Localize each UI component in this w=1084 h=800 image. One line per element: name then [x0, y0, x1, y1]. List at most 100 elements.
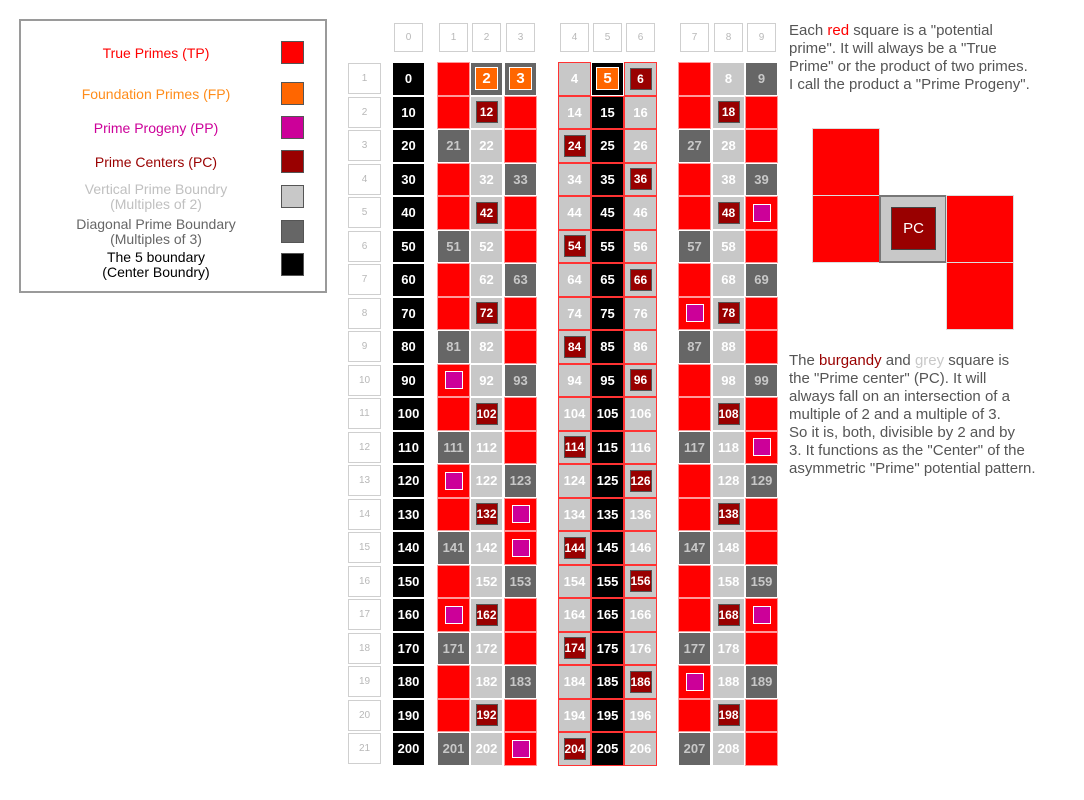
- cell-number: 16: [633, 104, 648, 120]
- grid-cell-diagonal-boundary: 39: [745, 162, 778, 196]
- grid-cell-vertical-boundary: 76: [624, 296, 657, 330]
- grid-cell-center-boundary: 150: [392, 564, 425, 598]
- grid-cell-vertical-boundary: 178: [712, 631, 745, 665]
- grid-cell-vertical-boundary: 208: [712, 732, 745, 766]
- grid-cell-center-boundary: 85: [591, 330, 624, 364]
- cell-number: 80: [401, 339, 416, 355]
- row-header: 15: [348, 532, 381, 563]
- grid-cell-vertical-boundary: 148: [712, 531, 745, 565]
- grid-cell-vertical-boundary: 16: [624, 95, 657, 129]
- grid-cell-vertical-boundary: 156: [624, 564, 657, 598]
- grid-cell-vertical-boundary: 74: [558, 296, 591, 330]
- cell-number: 180: [397, 674, 420, 690]
- grid-cell-vertical-boundary: 88: [712, 330, 745, 364]
- cell-number: 142: [475, 540, 498, 556]
- cell-number: 81: [446, 339, 461, 355]
- cell-number: 202: [475, 741, 498, 757]
- cell-number: 65: [600, 272, 615, 288]
- row-header: 19: [348, 666, 381, 697]
- grid-cell-vertical-boundary: 124: [558, 464, 591, 498]
- cell-number: 118: [718, 439, 739, 455]
- cell-number: 194: [563, 707, 586, 723]
- cell-number: 105: [596, 406, 619, 422]
- row-header: 3: [348, 130, 381, 161]
- grid-cell-true-prime: [504, 95, 537, 129]
- grid-cell-diagonal-boundary: 183: [504, 665, 537, 699]
- row-header: 5: [348, 197, 381, 228]
- red-text-pre: Each: [789, 22, 828, 39]
- grid-cell-vertical-boundary: 46: [624, 196, 657, 230]
- grid-cell-center-boundary: 190: [392, 698, 425, 732]
- cell-number: 111: [443, 439, 464, 455]
- grid-cell-diagonal-boundary: 117: [678, 430, 711, 464]
- cell-number: 195: [596, 707, 619, 723]
- grid-cell-vertical-boundary: 132: [470, 497, 503, 531]
- grid-cell-center-boundary: 50: [392, 229, 425, 263]
- grid-cell-true-prime: [745, 631, 778, 665]
- prime-center-explanation: The burgandy and grey square is the "Pri…: [789, 352, 1081, 478]
- grid-cell-diagonal-boundary: 99: [745, 363, 778, 397]
- prime-center-marker: 24: [563, 134, 586, 157]
- grid-cell-vertical-boundary: 152: [470, 564, 503, 598]
- grid-cell-center-boundary: 200: [392, 732, 425, 766]
- grid-cell-vertical-boundary: 134: [558, 497, 591, 531]
- pc-text-grey: grey: [914, 352, 945, 369]
- legend-label-db: Diagonal Prime Boundary (Multiples of 3): [76, 216, 236, 247]
- grid-cell-foundation-prime: 2: [470, 62, 503, 96]
- grid-cell-true-prime: [678, 162, 711, 196]
- grid-cell-true-prime: [504, 698, 537, 732]
- grid-cell-diagonal-boundary: 207: [678, 732, 711, 766]
- legend-label-fp: Foundation Primes (FP): [81, 85, 231, 102]
- prime-progeny-marker: [444, 371, 463, 390]
- grid-cell-diagonal-boundary: 201: [437, 732, 470, 766]
- grid-cell-center-boundary: 35: [591, 162, 624, 196]
- grid-cell-vertical-boundary: 62: [470, 263, 503, 297]
- pc-text-post: square is the "Prime center" (PC). It wi…: [789, 352, 1036, 477]
- legend-panel: True Primes (TP) Foundation Primes (FP) Pr…: [19, 19, 327, 293]
- prime-center-marker: 204: [563, 737, 586, 760]
- cell-number: 164: [563, 607, 586, 623]
- prime-center-marker: 12: [475, 101, 498, 124]
- row-header: 13: [348, 465, 381, 496]
- prime-center-marker: 114: [563, 436, 586, 459]
- grid-cell-center-boundary: 0: [392, 62, 425, 96]
- grid-cell-vertical-boundary: 182: [470, 665, 503, 699]
- grid-cell-vertical-boundary: 44: [558, 196, 591, 230]
- row-header: 8: [348, 297, 381, 329]
- grid-cell-prime-progeny: [437, 598, 470, 632]
- cell-number: 45: [600, 205, 615, 221]
- legend-item-cb: The 5 boundary (Center Boundry): [21, 249, 327, 281]
- grid-cell-vertical-boundary: 78: [712, 296, 745, 330]
- cell-number: 159: [750, 573, 773, 589]
- prime-progeny-marker: [511, 538, 530, 557]
- grid-cell-vertical-boundary: 82: [470, 330, 503, 364]
- grid-cell-vertical-boundary: 48: [712, 196, 745, 230]
- row-header: 11: [348, 398, 381, 429]
- prime-center-marker: 108: [717, 402, 740, 425]
- cell-number: 62: [479, 272, 494, 288]
- grid-cell-center-boundary: 110: [392, 430, 425, 464]
- grid-cell-true-prime: [745, 129, 778, 163]
- foundation-prime-marker: 5: [596, 67, 619, 91]
- grid-cell-diagonal-boundary: 69: [745, 263, 778, 297]
- grid-cell-true-prime: [678, 62, 711, 96]
- row-header: 21: [348, 733, 381, 764]
- cell-number: 68: [721, 272, 736, 288]
- cell-number: 200: [397, 741, 420, 757]
- grid-cell-true-prime: [678, 564, 711, 598]
- grid-cell-vertical-boundary: 138: [712, 497, 745, 531]
- foundation-prime-marker: 2: [475, 67, 498, 91]
- cell-number: 9: [757, 71, 766, 87]
- grid-cell-true-prime: [745, 330, 778, 364]
- grid-cell-prime-progeny: [745, 598, 778, 632]
- cell-number: 93: [513, 372, 528, 388]
- grid-cell-vertical-boundary: 164: [558, 598, 591, 632]
- legend-item-fp: Foundation Primes (FP): [21, 78, 327, 110]
- cell-number: 15: [600, 104, 615, 120]
- grid-cell-true-prime: [678, 397, 711, 431]
- cell-number: 123: [509, 473, 532, 489]
- legend-swatch-fp: [281, 82, 304, 105]
- grid-cell-vertical-boundary: 38: [712, 162, 745, 196]
- cell-number: 147: [683, 540, 706, 556]
- row-header: 16: [348, 565, 381, 597]
